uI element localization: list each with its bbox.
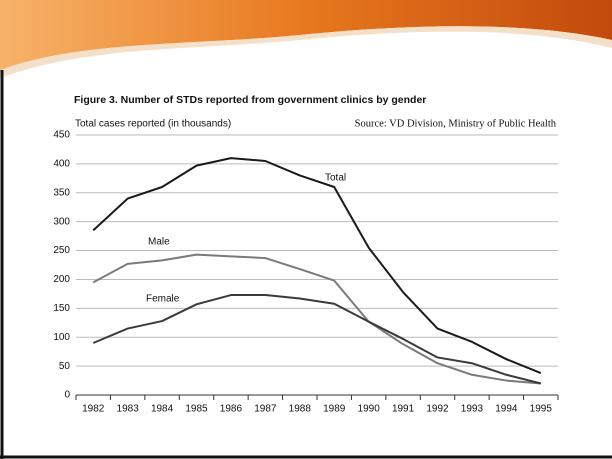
source-note: Source: VD Division, Ministry of Public … xyxy=(355,118,557,129)
x-tick-label: 1995 xyxy=(530,404,553,415)
y-tick-label: 350 xyxy=(53,187,70,198)
x-tick-label: 1993 xyxy=(461,404,484,415)
x-tick-label: 1982 xyxy=(82,404,105,415)
y-tick-label: 250 xyxy=(53,245,70,256)
x-tick-label: 1992 xyxy=(426,404,449,415)
x-tick-label: 1988 xyxy=(289,404,312,415)
series-line xyxy=(92,157,542,374)
series-label: Male xyxy=(148,237,170,248)
y-axis-label: Total cases reported (in thousands) xyxy=(75,119,231,130)
y-tick-label: 450 xyxy=(53,130,70,141)
y-tick-label: 150 xyxy=(53,303,70,314)
x-tick-label: 1984 xyxy=(151,404,174,415)
series-line xyxy=(92,294,542,385)
x-tick-label: 1987 xyxy=(254,404,277,415)
header-swoosh xyxy=(0,0,612,78)
x-tick-label: 1991 xyxy=(392,404,415,415)
y-tick-label: 0 xyxy=(64,390,70,401)
series-line xyxy=(92,253,541,385)
series-label: Total xyxy=(325,173,346,184)
series-label: Female xyxy=(146,294,180,305)
y-tick-label: 50 xyxy=(59,361,71,372)
x-tick-label: 1986 xyxy=(220,404,243,415)
x-tick-label: 1989 xyxy=(323,404,346,415)
x-tick-label: 1985 xyxy=(185,404,208,415)
x-tick-label: 1983 xyxy=(117,404,140,415)
x-tick-label: 1994 xyxy=(495,404,518,415)
chart-title: Figure 3. Number of STDs reported from g… xyxy=(74,94,426,106)
y-tick-label: 300 xyxy=(53,216,70,227)
x-tick-label: 1990 xyxy=(358,404,381,415)
chart-panel xyxy=(62,88,562,416)
y-tick-label: 100 xyxy=(53,332,70,343)
y-tick-label: 400 xyxy=(53,159,70,170)
y-tick-label: 200 xyxy=(53,274,70,285)
header-swoosh-light xyxy=(0,26,612,78)
